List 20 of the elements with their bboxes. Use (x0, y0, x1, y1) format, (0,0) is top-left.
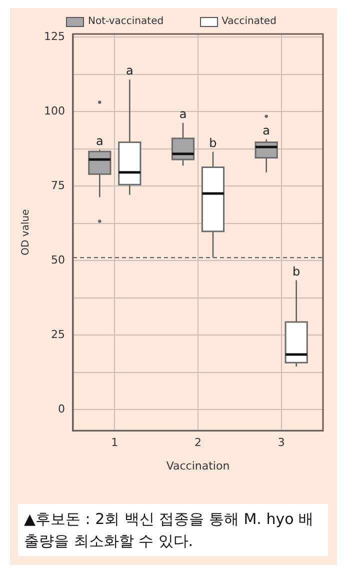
y-axis-title: OD value (20, 209, 32, 256)
annotation: a (126, 64, 134, 78)
y-tick-label: 25 (50, 328, 65, 342)
legend-label: Not-vaccinated (88, 16, 164, 27)
annotation: a (96, 134, 104, 148)
text: ▲후보돈 : 2회 백신 접종을 통해 M. hyo 배출량을 최소화할 수 있다. (18, 504, 328, 556)
y-tick-label: 100 (44, 104, 65, 118)
annotation: a (179, 106, 187, 121)
annotation: a (262, 123, 270, 138)
y-tick-label: 0 (58, 402, 65, 416)
x-tick-label: 2 (194, 436, 202, 450)
y-tick-label: 50 (50, 253, 65, 266)
x-tick-label: 3 (278, 436, 285, 450)
annotation: b (209, 136, 217, 150)
x-tick-label: 1 (111, 436, 118, 450)
x-axis-title: Vaccination (166, 459, 230, 472)
y-tick-label: 75 (50, 178, 65, 192)
legend-label: Vaccinated (222, 16, 276, 27)
annotation: b (292, 264, 300, 278)
y-tick-label: 125 (44, 30, 65, 43)
